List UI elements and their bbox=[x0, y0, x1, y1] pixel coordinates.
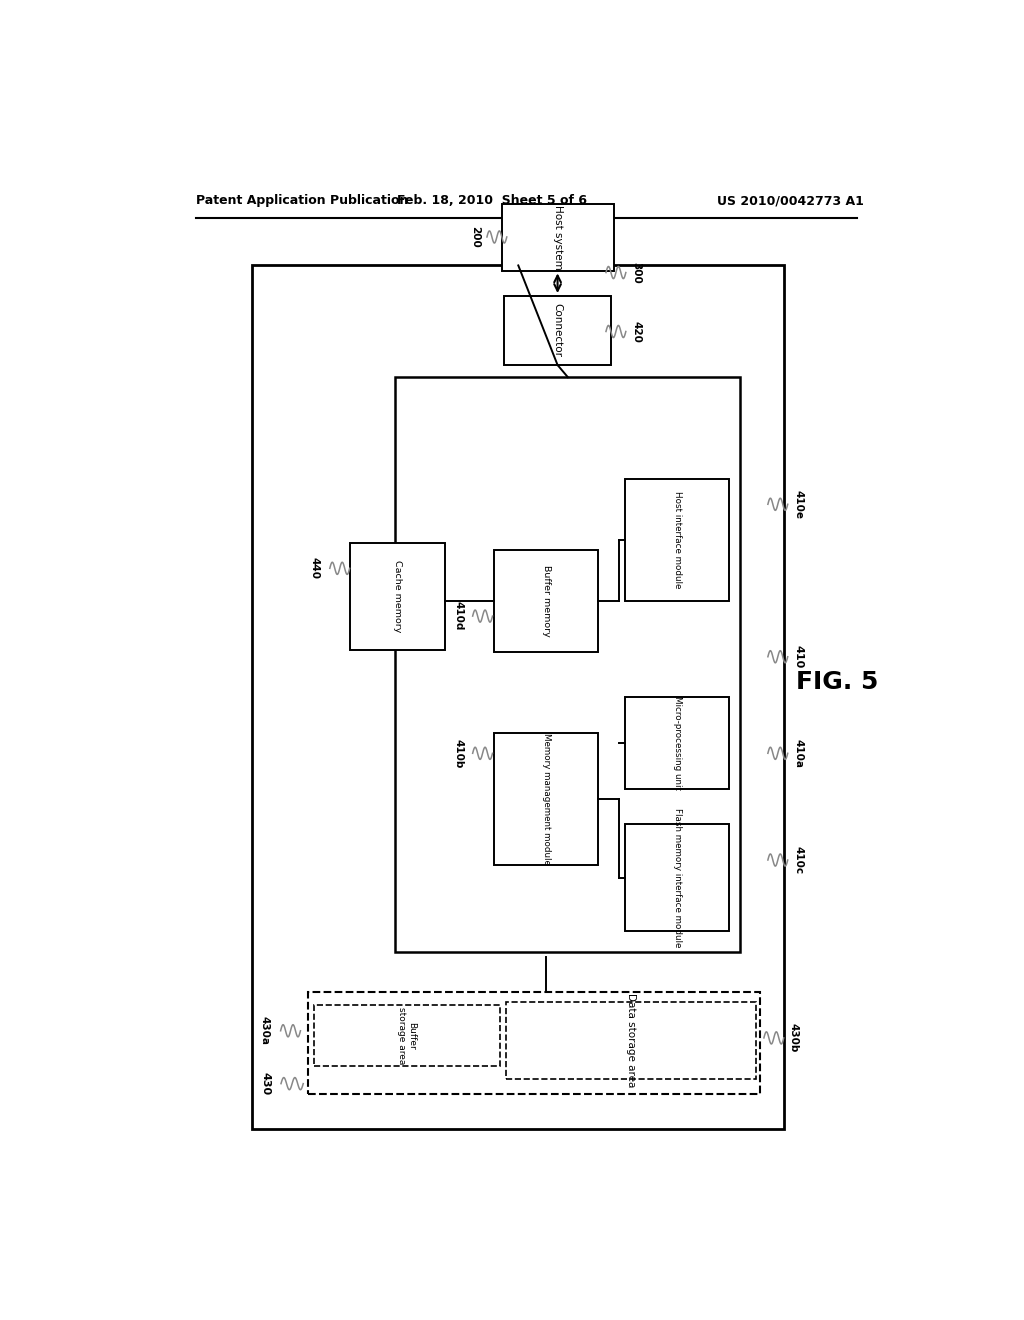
Text: Buffer memory: Buffer memory bbox=[542, 565, 551, 636]
Text: Buffer
storage area: Buffer storage area bbox=[397, 1007, 417, 1064]
Bar bbox=[395, 378, 740, 952]
Text: Micro-processing unit: Micro-processing unit bbox=[673, 696, 682, 791]
Text: Flash memory interface module: Flash memory interface module bbox=[673, 808, 682, 948]
Text: Feb. 18, 2010  Sheet 5 of 6: Feb. 18, 2010 Sheet 5 of 6 bbox=[397, 194, 587, 207]
Text: 200: 200 bbox=[470, 226, 479, 248]
Bar bbox=[507, 1002, 757, 1078]
Bar bbox=[495, 550, 598, 652]
Text: 410c: 410c bbox=[794, 846, 804, 874]
Bar bbox=[626, 825, 729, 931]
Text: 430a: 430a bbox=[259, 1016, 269, 1045]
Text: 440: 440 bbox=[309, 557, 319, 579]
Bar bbox=[495, 733, 598, 865]
Text: 410d: 410d bbox=[454, 602, 464, 631]
Bar bbox=[503, 205, 613, 271]
Bar bbox=[308, 993, 761, 1094]
Text: 410e: 410e bbox=[794, 490, 804, 519]
Text: Memory management module: Memory management module bbox=[542, 733, 551, 865]
Bar bbox=[253, 265, 784, 1130]
Text: 430b: 430b bbox=[788, 1023, 799, 1052]
Bar bbox=[313, 1006, 500, 1067]
Text: Host system: Host system bbox=[553, 205, 563, 269]
Text: Cache memory: Cache memory bbox=[393, 560, 402, 632]
Text: Patent Application Publication: Patent Application Publication bbox=[197, 194, 409, 207]
Text: 300: 300 bbox=[632, 261, 642, 284]
Text: 410: 410 bbox=[794, 645, 804, 668]
Text: 430: 430 bbox=[261, 1072, 271, 1096]
Text: Host interface module: Host interface module bbox=[673, 491, 682, 589]
Text: 420: 420 bbox=[632, 321, 642, 342]
Text: US 2010/0042773 A1: US 2010/0042773 A1 bbox=[718, 194, 864, 207]
Bar bbox=[626, 479, 729, 601]
Text: FIG. 5: FIG. 5 bbox=[796, 671, 879, 694]
Bar bbox=[504, 296, 611, 366]
Text: Connector: Connector bbox=[553, 304, 562, 358]
Text: Data storage area: Data storage area bbox=[627, 993, 636, 1088]
Bar bbox=[350, 543, 445, 649]
Text: 410b: 410b bbox=[454, 739, 464, 768]
Bar bbox=[626, 697, 729, 789]
Text: 410a: 410a bbox=[794, 739, 804, 768]
